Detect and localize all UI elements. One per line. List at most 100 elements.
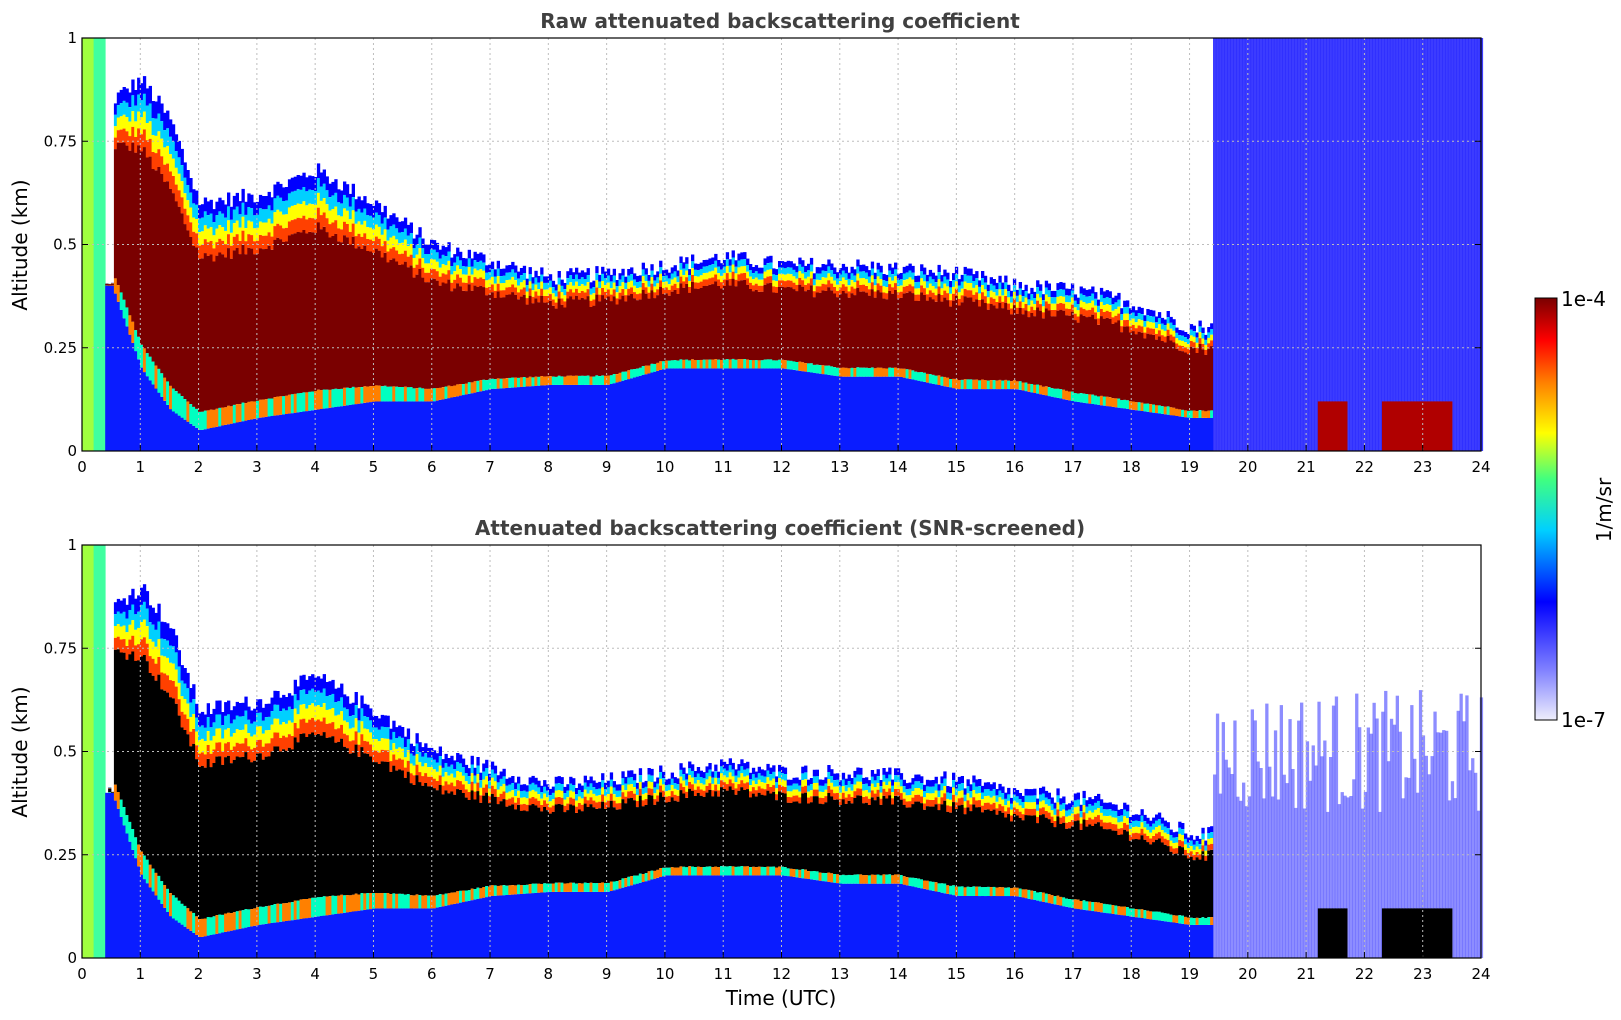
heatmap-cell xyxy=(1050,396,1054,451)
heatmap-cell xyxy=(775,776,779,783)
heatmap-cell xyxy=(137,77,141,95)
heatmap-cell xyxy=(363,402,367,451)
heatmap-cell xyxy=(844,785,848,792)
heatmap-cell xyxy=(1437,401,1441,451)
heatmap-cell xyxy=(621,371,625,381)
heatmap-cell xyxy=(650,264,654,271)
heatmap-cell xyxy=(325,709,329,724)
heatmap-cell xyxy=(209,767,213,918)
heatmap-cell xyxy=(778,267,782,274)
heatmap-cell xyxy=(450,791,454,893)
heatmap-cell xyxy=(749,282,753,290)
heatmap-cell xyxy=(1189,324,1194,330)
heatmap-cell xyxy=(847,376,851,451)
heatmap-cell xyxy=(812,796,817,871)
heatmap-cell xyxy=(340,711,344,725)
heatmap-cell xyxy=(479,260,483,270)
heatmap-cell xyxy=(302,215,306,230)
heatmap-cell xyxy=(783,787,788,794)
heatmap-cell xyxy=(308,719,312,735)
heatmap-cell xyxy=(809,278,814,286)
heatmap-cell xyxy=(838,376,843,451)
heatmap-cell xyxy=(340,242,344,389)
heatmap-cell xyxy=(319,172,324,187)
heatmap-cell xyxy=(1108,291,1112,299)
heatmap-cell xyxy=(195,204,199,219)
heatmap-cell xyxy=(757,285,761,292)
heatmap-cell xyxy=(830,375,834,451)
heatmap-cell xyxy=(801,780,805,787)
heatmap-cell xyxy=(1059,389,1063,399)
heatmap-cell xyxy=(624,796,628,804)
heatmap-cell xyxy=(537,385,541,451)
heatmap-cell xyxy=(798,779,802,786)
heatmap-cell xyxy=(546,385,550,451)
heatmap-cell xyxy=(174,134,179,152)
heatmap-cell xyxy=(128,315,132,335)
grid xyxy=(82,38,1481,451)
heatmap-cell xyxy=(467,284,471,383)
heatmap-cell xyxy=(131,620,135,636)
heatmap-cell xyxy=(447,242,451,252)
heatmap-cell xyxy=(522,797,527,804)
heatmap-cell xyxy=(209,213,213,228)
heatmap-cell xyxy=(911,379,915,451)
heatmap-cell xyxy=(285,414,289,451)
heatmap-cell xyxy=(299,189,303,204)
heatmap-cell xyxy=(444,753,448,763)
heatmap-cell xyxy=(1015,301,1020,308)
heatmap-cell xyxy=(314,720,318,736)
heatmap-cell xyxy=(459,890,463,903)
heatmap-cell xyxy=(792,869,796,877)
heatmap-cell xyxy=(685,283,689,360)
heatmap-cell xyxy=(682,793,686,867)
heatmap-cell xyxy=(279,724,283,738)
heatmap-cell xyxy=(1044,301,1049,309)
heatmap-cell xyxy=(386,727,390,739)
heatmap-cell xyxy=(870,790,875,798)
heatmap-cell xyxy=(1337,38,1341,451)
heatmap-cell xyxy=(337,913,341,958)
heatmap-cell xyxy=(174,391,179,414)
heatmap-cell xyxy=(586,883,590,892)
heatmap-cell xyxy=(1065,315,1069,391)
heatmap-cell xyxy=(1021,314,1025,383)
heatmap-cell xyxy=(757,279,761,286)
heatmap-cell xyxy=(1181,409,1185,417)
heatmap-cell xyxy=(305,722,309,737)
heatmap-cell xyxy=(351,183,355,197)
heatmap-cell xyxy=(557,882,561,892)
heatmap-cell xyxy=(601,882,605,892)
heatmap-cell xyxy=(473,783,477,792)
heatmap-cell xyxy=(461,758,466,768)
heatmap-cell xyxy=(1097,396,1101,405)
heatmap-cell xyxy=(809,879,814,958)
heatmap-cell xyxy=(592,376,596,385)
heatmap-cell xyxy=(502,378,506,389)
heatmap-cell xyxy=(206,917,210,936)
heatmap-cell xyxy=(757,786,761,793)
heatmap-cell xyxy=(824,374,828,451)
heatmap-cell xyxy=(427,254,431,264)
heatmap-cell xyxy=(905,795,909,802)
heatmap-cell xyxy=(522,790,527,798)
heatmap-cell xyxy=(647,774,651,782)
heatmap-cell xyxy=(395,738,399,749)
heatmap-cell xyxy=(331,895,335,915)
heatmap-cell xyxy=(920,292,924,372)
heatmap-cell xyxy=(673,875,677,958)
heatmap-cell xyxy=(876,776,880,783)
heatmap-cell xyxy=(157,149,161,167)
heatmap-cell xyxy=(311,391,315,411)
heatmap-cell xyxy=(740,866,744,876)
heatmap-cell xyxy=(383,385,387,402)
heatmap-cell xyxy=(502,290,506,298)
heatmap-cell xyxy=(517,387,521,451)
heatmap-cell xyxy=(180,924,184,958)
heatmap-cell xyxy=(229,423,234,451)
heatmap-cell xyxy=(528,386,532,451)
heatmap-cell xyxy=(711,257,715,265)
heatmap-cell xyxy=(957,292,962,299)
heatmap-cell xyxy=(1178,416,1182,451)
heatmap-cell xyxy=(461,266,466,275)
